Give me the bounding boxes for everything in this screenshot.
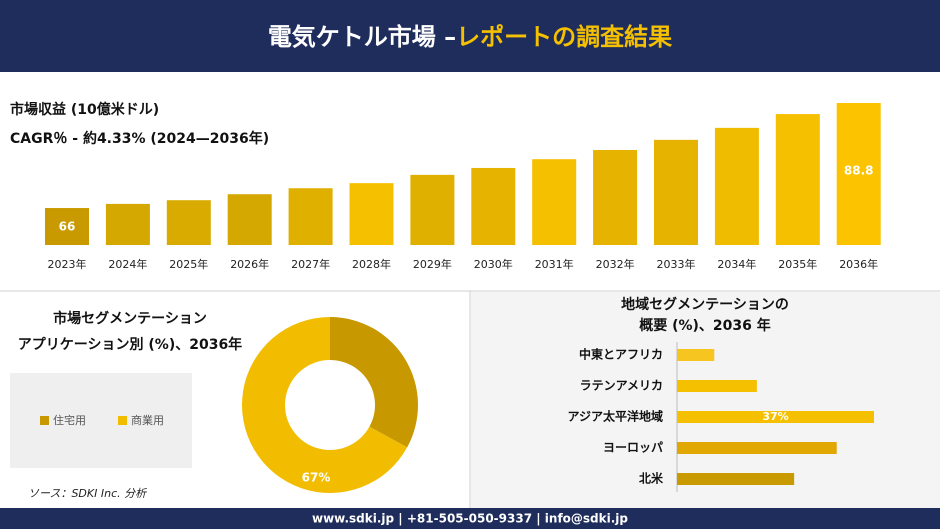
bar: [593, 149, 638, 245]
x-tick-label: 2030年: [474, 257, 513, 271]
x-tick-label: 2027年: [291, 257, 330, 271]
bar: [677, 473, 795, 485]
legend-box: [10, 373, 192, 468]
bar: [349, 183, 394, 245]
bar: [410, 174, 455, 245]
chart-title: 地域セグメンテーションの: [621, 296, 789, 313]
bar: [677, 349, 715, 361]
value-label: 88.8: [844, 164, 874, 178]
x-tick-label: 2034年: [717, 257, 756, 271]
y-tick-label: ラテンアメリカ: [580, 379, 663, 393]
value-label: 67%: [302, 471, 331, 485]
bar: [677, 411, 874, 423]
footer-band: [0, 508, 940, 529]
x-tick-label: 2035年: [778, 257, 817, 271]
title-part: レポートの調査結果: [456, 23, 672, 51]
bar: [471, 167, 516, 245]
legend-swatch: [118, 416, 127, 425]
bar: [166, 200, 211, 245]
bar: [288, 188, 333, 245]
header-band: [0, 0, 940, 72]
bar: [105, 203, 150, 245]
title-part: 電気ケトル市場 –: [268, 23, 456, 51]
y-tick-label: アジア太平洋地域: [567, 409, 663, 424]
source: ソース：SDKI Inc. 分析: [28, 487, 148, 500]
value-label: 37%: [762, 410, 788, 423]
y-tick-label: 北米: [639, 471, 664, 486]
bar: [836, 103, 881, 245]
chart-title: 市場収益 (10億米ドル): [10, 101, 159, 118]
x-tick-label: 2031年: [535, 257, 574, 271]
x-tick-label: 2025年: [169, 257, 208, 271]
x-tick-label: 2023年: [48, 257, 87, 271]
x-tick-label: 2036年: [839, 257, 878, 271]
bar: [677, 442, 837, 454]
chart-subtitle: CAGR％ - 約4.33% (2024—2036年): [10, 130, 269, 147]
panel-bg: [471, 292, 940, 508]
y-tick-label: 中東とアフリカ: [579, 347, 663, 362]
bar: [677, 380, 757, 392]
bar: [654, 139, 698, 245]
chart-title: アプリケーション別 (%)、2036年: [18, 336, 242, 353]
legend-label: 住宅用: [53, 413, 86, 427]
footer: www.sdki.jp | +81-505-050-9337 | info@sd…: [312, 512, 628, 526]
donut-segment: [330, 317, 418, 448]
chart-title: 概要 (%)、2036 年: [639, 317, 771, 334]
value-label: 66: [59, 220, 76, 234]
x-tick-label: 2026年: [230, 257, 269, 271]
bar: [532, 159, 577, 245]
y-tick-label: ヨーロッパ: [603, 441, 663, 455]
bar: [227, 194, 272, 245]
bar: [775, 114, 820, 245]
x-tick-label: 2033年: [657, 257, 696, 271]
chart-title: 市場セグメンテーション: [53, 310, 207, 327]
x-tick-label: 2024年: [108, 257, 147, 271]
bar: [45, 208, 89, 245]
x-tick-label: 2029年: [413, 257, 452, 271]
legend-label: 商業用: [131, 413, 164, 427]
legend-swatch: [40, 416, 49, 425]
bar: [714, 127, 759, 245]
x-tick-label: 2032年: [596, 257, 635, 271]
x-tick-label: 2028年: [352, 257, 391, 271]
donut-segment: [241, 317, 408, 493]
header-title: 電気ケトル市場 –レポートの調査結果: [268, 23, 672, 51]
